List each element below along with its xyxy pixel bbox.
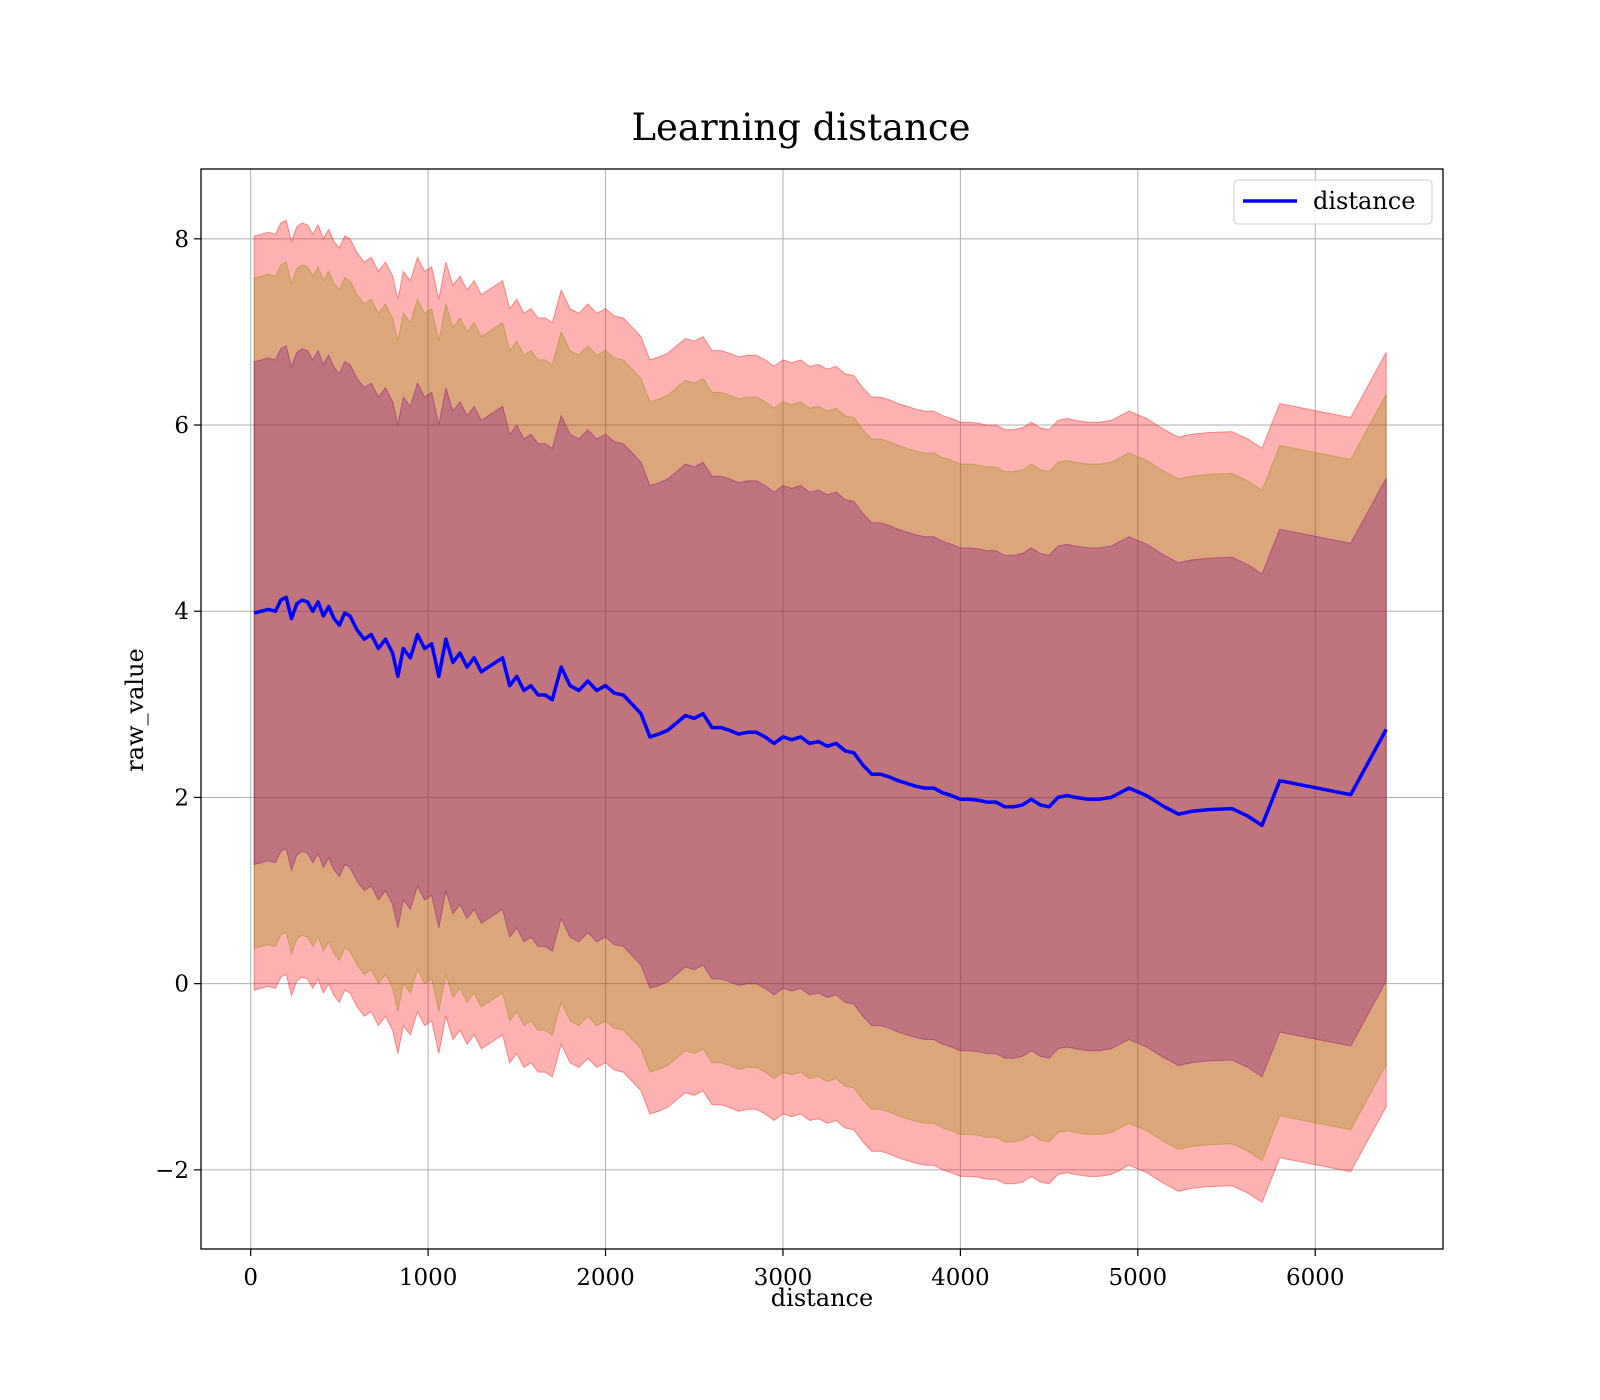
y-axis-label: raw_value [121, 648, 149, 772]
y-tick-label: 2 [174, 785, 189, 811]
x-tick-label: 1000 [399, 1265, 458, 1291]
band-inner [253, 345, 1387, 1078]
chart-title: Learning distance [631, 106, 970, 149]
y-tick-label: 8 [174, 227, 189, 253]
x-axis: 0 1000 2000 3000 4000 5000 6000 [243, 1249, 1345, 1291]
legend: distance [1233, 179, 1433, 225]
band-outer [253, 219, 1387, 1204]
x-axis-label: distance [771, 1284, 873, 1312]
x-tick-label: 0 [243, 1265, 258, 1291]
legend-box [1233, 179, 1433, 225]
plot-area [201, 169, 1443, 1249]
y-tick-label: 0 [174, 972, 189, 998]
y-tick-label: −2 [155, 1158, 189, 1184]
x-tick-label: 4000 [931, 1265, 990, 1291]
series-line-distance [253, 595, 1388, 828]
axes-frame [200, 168, 1444, 1250]
x-tick-label: 2000 [576, 1265, 635, 1291]
x-tick-label: 3000 [754, 1265, 813, 1291]
y-tick-label: 4 [174, 599, 189, 625]
band-middle [253, 261, 1387, 1162]
x-tick-label: 5000 [1109, 1265, 1168, 1291]
y-tick-label: 6 [174, 413, 189, 439]
legend-label-distance: distance [1313, 187, 1415, 215]
y-axis: −2 0 2 4 6 8 [155, 227, 201, 1184]
x-tick-label: 6000 [1286, 1265, 1345, 1291]
